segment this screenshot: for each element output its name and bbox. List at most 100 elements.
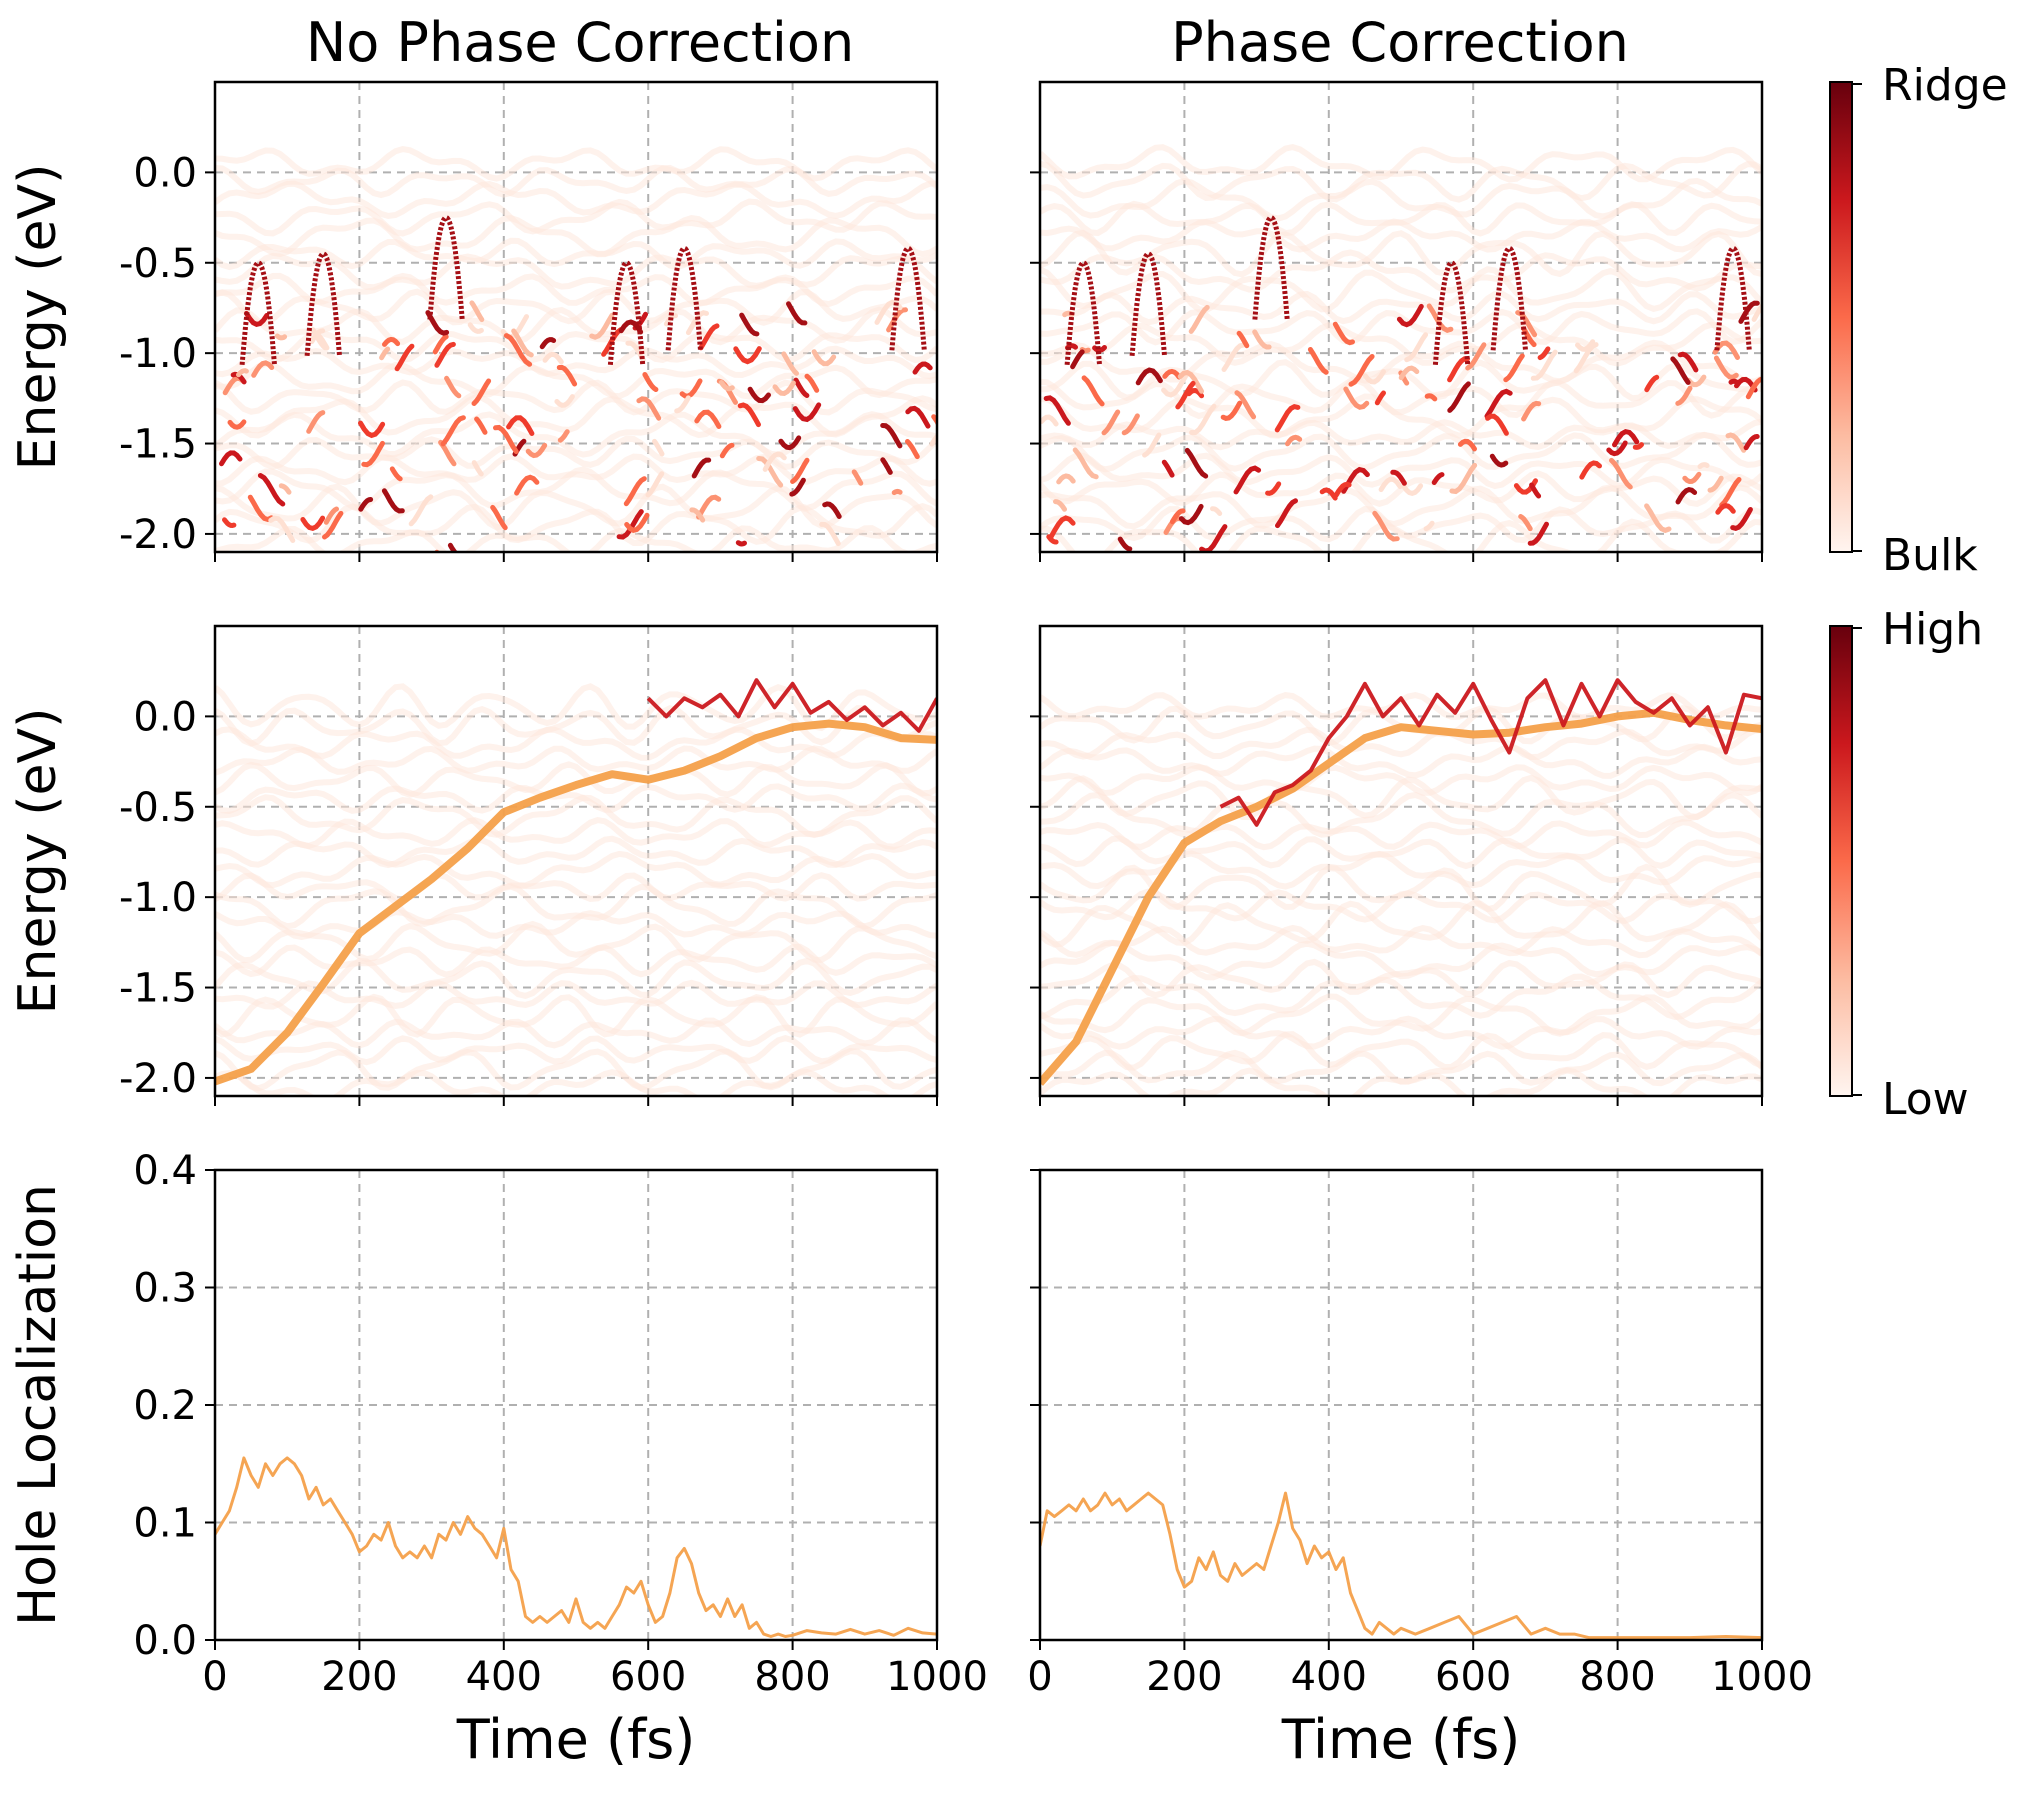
ridge-segment — [645, 471, 665, 498]
ridge-segment — [1333, 481, 1352, 498]
state-lines — [215, 683, 937, 1096]
ridge-segment — [1606, 440, 1628, 457]
state-line — [1040, 484, 1762, 530]
ridge-segment — [471, 460, 484, 477]
ridge-segment — [1372, 510, 1400, 542]
y-tick-label: -2.0 — [119, 1056, 197, 1102]
ridge-segment — [762, 451, 787, 472]
ridge-segment — [1177, 369, 1204, 394]
ridge-segment — [268, 515, 296, 543]
state-line — [1040, 229, 1762, 278]
x-axis — [214, 1096, 938, 1106]
ridge-segment — [601, 327, 623, 357]
y-tick-label: 0.1 — [133, 1501, 197, 1547]
state-line — [215, 146, 937, 182]
ridge-segment — [1423, 520, 1435, 532]
y-axis: 0.0 -0.5 -1.0 -1.5 -2.0 — [119, 150, 215, 558]
ridge-segment — [789, 477, 806, 497]
ridge-segment — [408, 494, 434, 527]
ridge-segment — [642, 372, 659, 392]
state-line — [1040, 266, 1762, 314]
ridge-segment — [1236, 330, 1250, 349]
ridge-segment — [503, 333, 533, 367]
ridge-segment — [257, 473, 286, 507]
localization-panel-right: 0 200 400 600 800 1000 Time (fs) — [1027, 1168, 1813, 1771]
y-tick-label: -2.0 — [119, 512, 197, 558]
ridge-peak — [427, 214, 465, 320]
state-line — [215, 411, 937, 458]
ridge-segment — [811, 349, 837, 367]
axes-frame — [213, 1168, 939, 1642]
ridge-segment — [1529, 482, 1542, 499]
column-title-right: Phase Correction — [1171, 11, 1629, 74]
ridge-segment — [1362, 369, 1386, 385]
ridge-segment — [1675, 385, 1693, 406]
y-tick-label: -1.5 — [119, 966, 197, 1012]
ridge-segment — [735, 540, 747, 547]
ridge-peak — [1490, 245, 1528, 351]
ridge-segment — [557, 429, 570, 443]
state-line — [215, 782, 937, 814]
ridge-segment — [880, 457, 893, 475]
x-tick-label: 400 — [466, 1654, 542, 1700]
ridge-segment — [880, 423, 903, 449]
ridge-segment — [525, 442, 548, 459]
ridge-segment — [322, 510, 344, 540]
state-line — [1040, 888, 1762, 925]
ridge-segment — [1348, 354, 1375, 387]
ridge-segment — [1503, 353, 1525, 383]
grid — [1040, 1170, 1762, 1640]
ridge-segment — [781, 351, 799, 376]
ridge-segment — [625, 340, 646, 363]
ridge-segment — [1712, 340, 1740, 360]
ridge-segment — [1072, 447, 1099, 480]
state-line — [1040, 791, 1762, 839]
colorbar-population: High Low — [1829, 604, 1983, 1125]
ridge-segment — [1307, 347, 1329, 375]
ridge-segment — [1751, 302, 1762, 322]
ridge-segment — [506, 415, 535, 436]
ridge-segment — [1189, 403, 1217, 435]
x-axis — [1039, 552, 1763, 562]
ridge-segment — [819, 521, 841, 547]
grid — [215, 1170, 937, 1640]
y-tick-label: -0.5 — [119, 241, 197, 287]
ridge-panel-right — [1030, 80, 1764, 562]
ridge-segment — [1135, 367, 1163, 386]
ridge-segment — [1730, 507, 1753, 532]
x-axis — [1039, 1096, 1763, 1106]
ridge-segment — [323, 506, 339, 525]
ridge-segment — [792, 402, 822, 423]
state-line — [215, 1017, 937, 1049]
x-axis-label: Time (fs) — [456, 1708, 696, 1771]
state-line — [215, 761, 937, 798]
y-tick-label: -1.0 — [119, 331, 197, 377]
state-line — [1040, 377, 1762, 420]
x-tick-label: 0 — [202, 1654, 227, 1700]
ridge-segment — [1378, 476, 1403, 493]
state-line — [215, 252, 937, 291]
ridge-segment — [1142, 432, 1162, 458]
colorbar-population-gradient — [1829, 625, 1853, 1097]
ridge-segment — [1484, 388, 1513, 419]
state-line — [215, 272, 937, 308]
ridge-segment — [1738, 300, 1760, 324]
ridge-segment — [1447, 381, 1471, 413]
ridge-segment — [652, 438, 665, 457]
state-line — [215, 1069, 937, 1096]
ridge-segment — [1169, 508, 1186, 525]
state-line — [1040, 339, 1762, 385]
ridge-segment — [219, 450, 243, 467]
ridge-peak — [239, 260, 277, 366]
colorbar-population-top-label: High — [1882, 604, 1983, 655]
ridge-segment — [1485, 413, 1509, 436]
state-line — [1040, 863, 1762, 913]
ridge-peak — [665, 245, 703, 351]
ridge-segment — [1424, 393, 1438, 402]
plot-area — [215, 678, 937, 1096]
ridge-segment — [1220, 400, 1243, 421]
state-line — [215, 835, 937, 869]
ridge-segment — [467, 322, 484, 334]
ridge-segment — [382, 336, 401, 347]
